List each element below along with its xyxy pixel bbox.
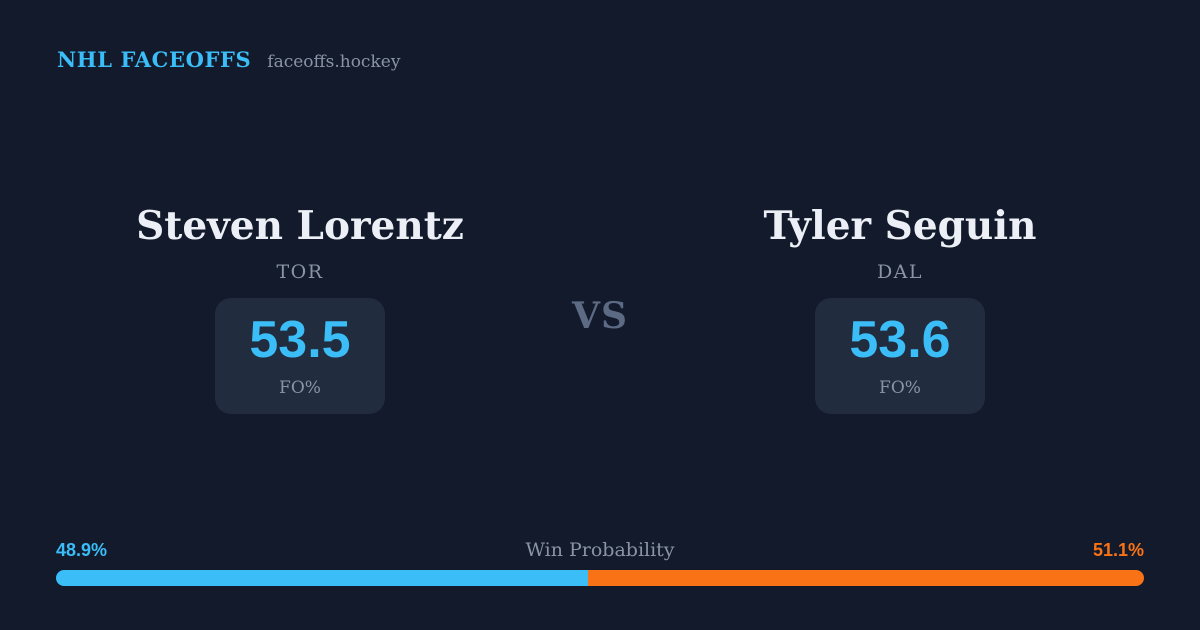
player-name: Steven Lorentz <box>136 203 464 249</box>
win-probability-left-pct: 48.9% <box>56 540 108 560</box>
stat-label: FO% <box>279 377 321 398</box>
player-left: Steven Lorentz TOR 53.5 FO% <box>0 205 600 414</box>
matchup-section: Steven Lorentz TOR 53.5 FO% Tyler Seguin… <box>0 205 1200 414</box>
win-probability-title: Win Probability <box>525 539 675 561</box>
header: NHL FACEOFFS faceoffs.hockey <box>57 47 400 72</box>
player-name: Tyler Seguin <box>763 203 1037 249</box>
win-probability-right-pct: 51.1% <box>1092 540 1144 560</box>
brand-title: NHL FACEOFFS <box>57 47 252 72</box>
win-probability-section: 48.9% Win Probability 51.1% <box>56 539 1144 586</box>
win-bar-left-segment <box>56 570 589 586</box>
site-url: faceoffs.hockey <box>267 52 401 72</box>
vs-label: VS <box>572 295 628 337</box>
stat-card: 53.6 FO% <box>815 297 985 414</box>
player-team: TOR <box>276 260 324 283</box>
player-right: Tyler Seguin DAL 53.6 FO% <box>600 205 1200 414</box>
stat-value: 53.6 <box>849 310 951 369</box>
stat-card: 53.5 FO% <box>215 297 385 414</box>
stat-value: 53.5 <box>249 310 351 369</box>
win-probability-labels: 48.9% Win Probability 51.1% <box>56 539 1144 561</box>
win-probability-bar <box>56 570 1144 586</box>
stat-label: FO% <box>879 377 921 398</box>
win-bar-right-segment <box>588 570 1144 586</box>
player-team: DAL <box>876 260 924 283</box>
